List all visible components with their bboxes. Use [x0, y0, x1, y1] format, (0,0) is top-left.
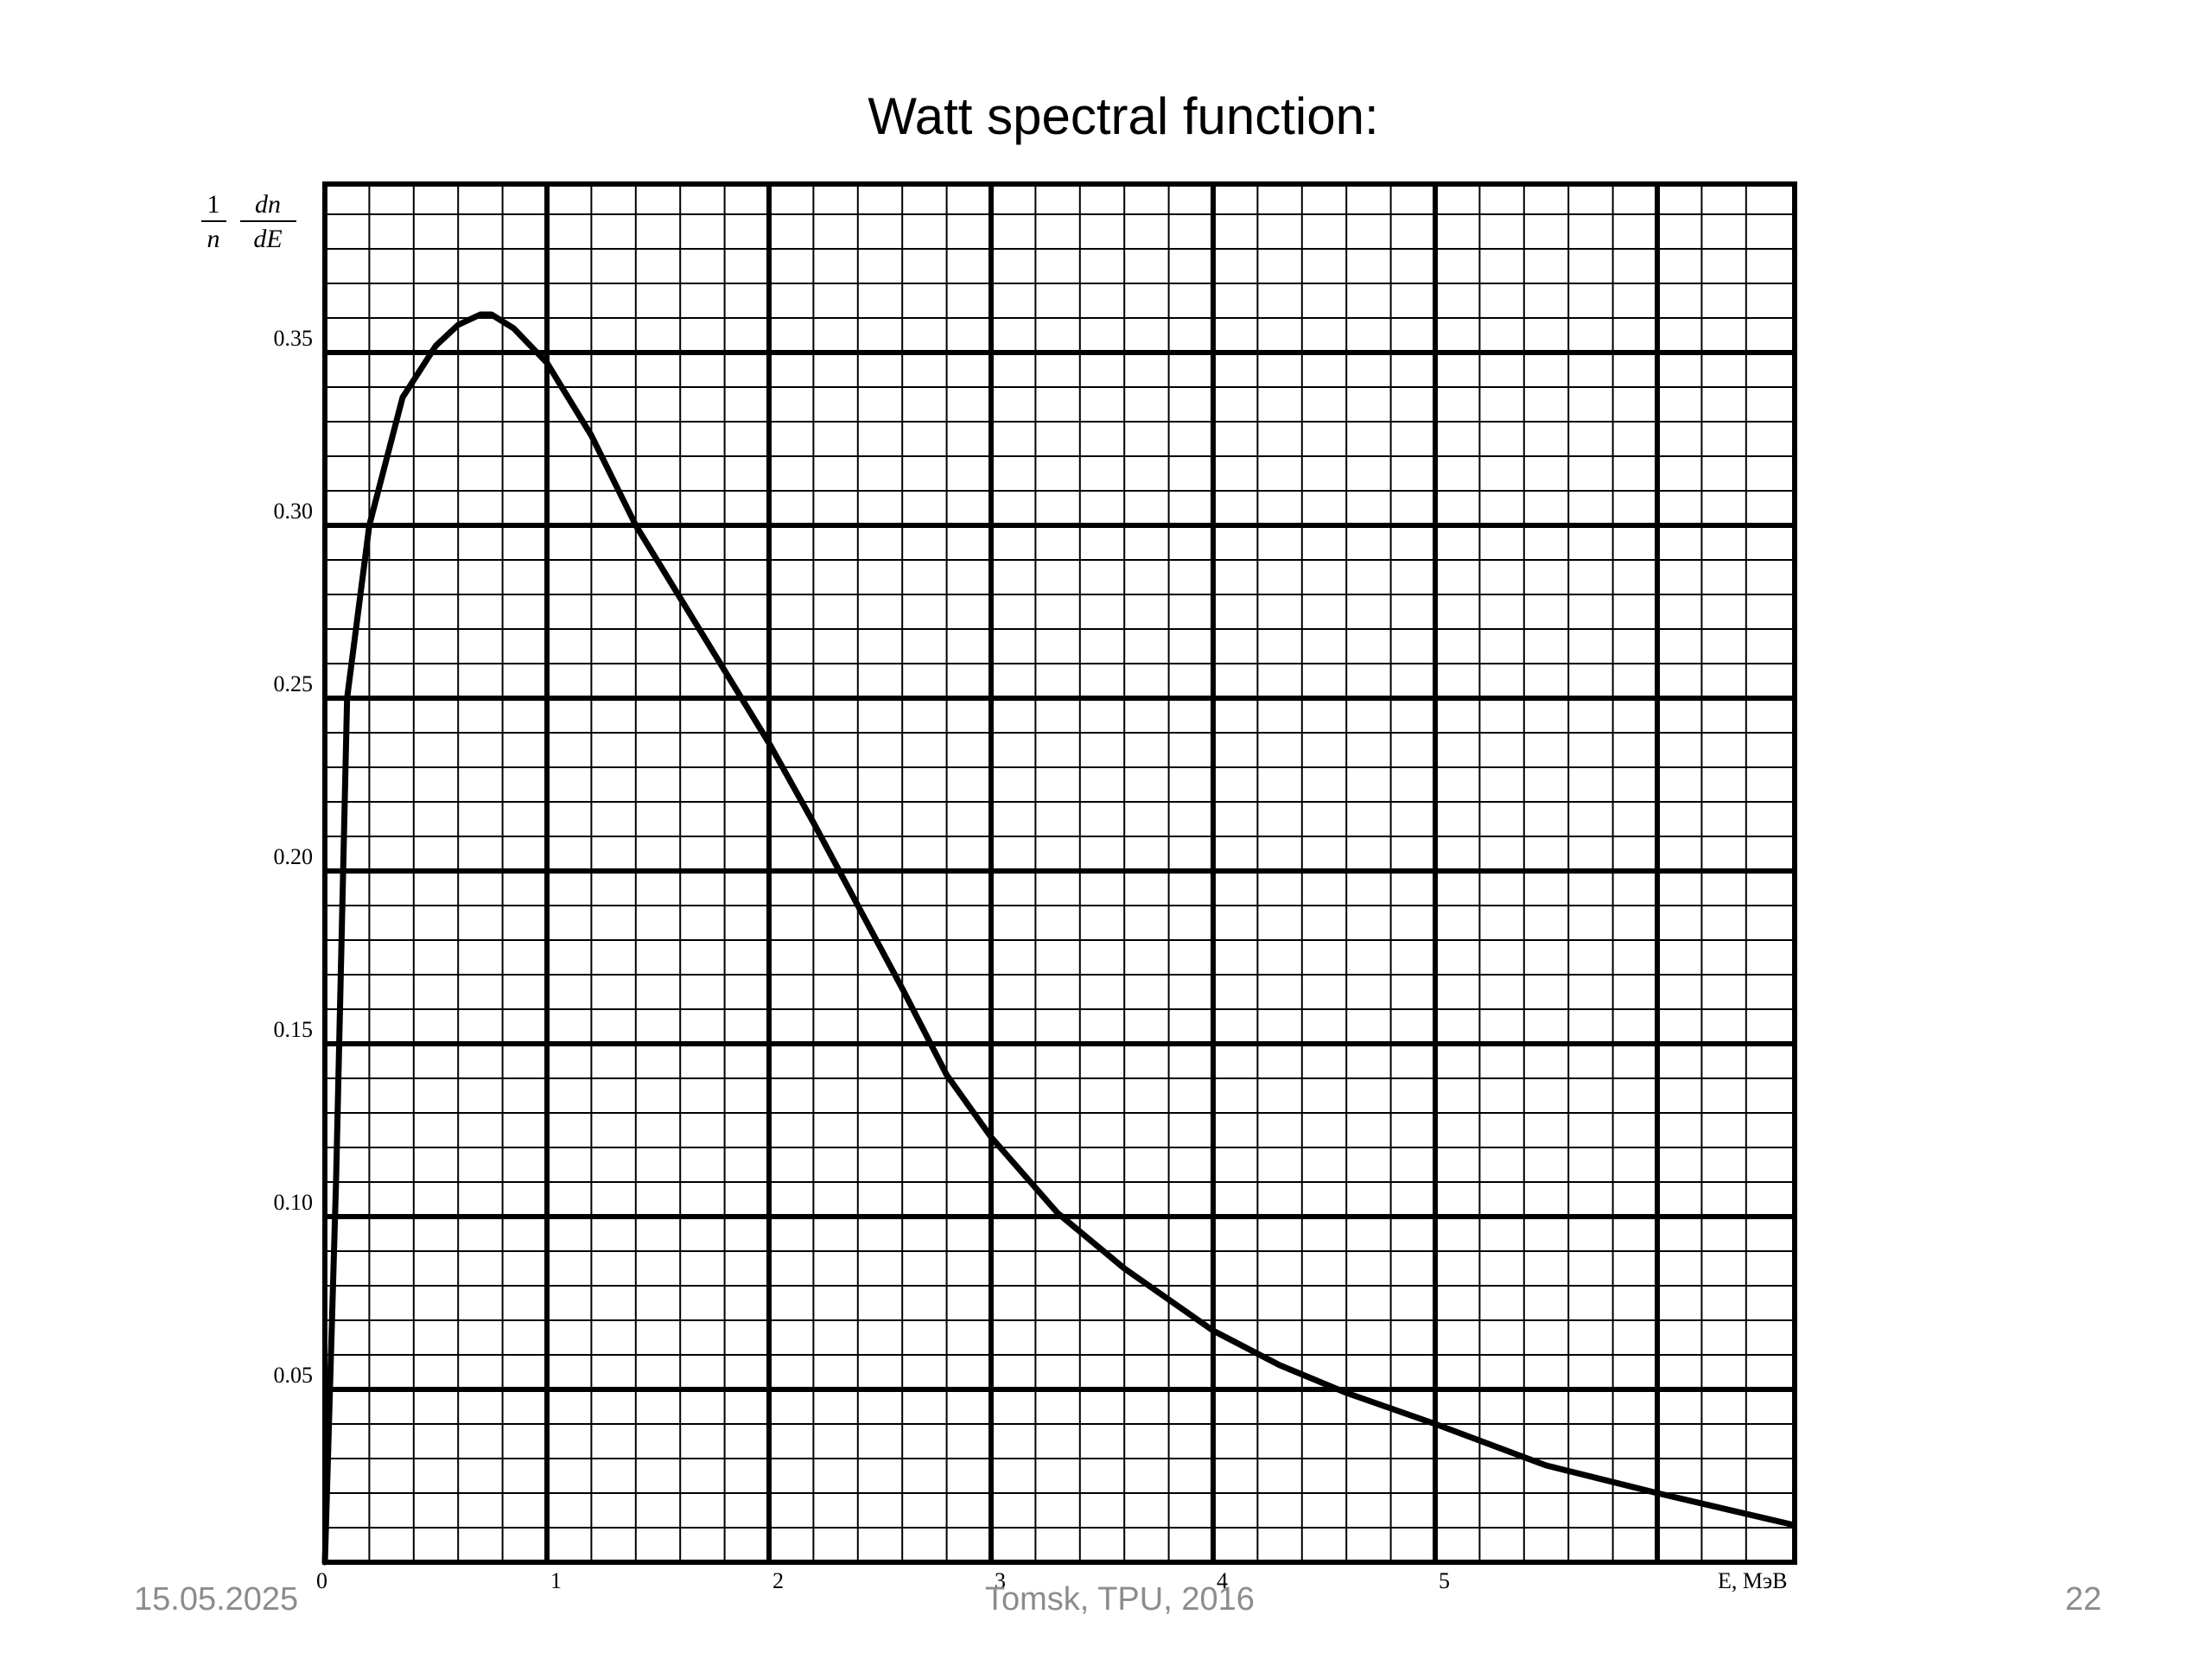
y-axis-label: 1 n dn dE [201, 190, 296, 253]
x-tick-label: 3 [995, 1568, 1006, 1593]
y-label-one: 1 [207, 190, 220, 219]
y-tick-label: 0.20 [274, 844, 314, 869]
x-tick-label: 4 [1217, 1568, 1228, 1593]
y-label-n: n [207, 225, 220, 253]
y-label-dn: dn [255, 190, 281, 219]
x-tick-label: 5 [1439, 1568, 1450, 1593]
x-tick-label: 2 [772, 1568, 784, 1593]
y-tick-label: 0.35 [274, 326, 314, 351]
y-tick-label: 0.05 [274, 1363, 314, 1388]
footer-center-text: Tomsk, TPU, 2016 [985, 1581, 1255, 1618]
y-tick-label: 0.25 [274, 671, 314, 696]
x-tick-label: 0 [316, 1568, 327, 1593]
x-axis-label: E, МэВ [1718, 1568, 1788, 1593]
slide-title: Watt spectral function: [868, 87, 1379, 145]
x-tick-label: 1 [550, 1568, 562, 1593]
y-tick-labels: 0.05 0.10 0.15 0.20 0.25 0.30 0.35 [274, 326, 314, 1388]
footer-date: 15.05.2025 [134, 1581, 299, 1618]
series-line [321, 311, 1794, 1566]
x-tick-labels: 0 1 2 3 4 5 [316, 1568, 1450, 1593]
y-tick-label: 0.10 [274, 1190, 314, 1215]
y-tick-label: 0.15 [274, 1017, 314, 1042]
y-label-dE: dE [253, 225, 282, 253]
plot-frame [322, 181, 1797, 1565]
page-number: 22 [2065, 1581, 2102, 1618]
y-tick-label: 0.30 [274, 499, 314, 524]
